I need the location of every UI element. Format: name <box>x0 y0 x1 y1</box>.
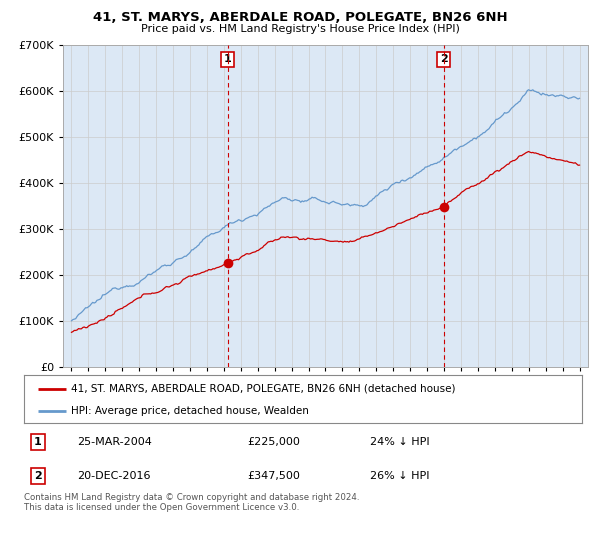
Text: 2: 2 <box>34 471 42 481</box>
Text: 41, ST. MARYS, ABERDALE ROAD, POLEGATE, BN26 6NH: 41, ST. MARYS, ABERDALE ROAD, POLEGATE, … <box>92 11 508 24</box>
Text: £225,000: £225,000 <box>247 437 300 447</box>
Text: 2: 2 <box>440 54 448 64</box>
Text: 41, ST. MARYS, ABERDALE ROAD, POLEGATE, BN26 6NH (detached house): 41, ST. MARYS, ABERDALE ROAD, POLEGATE, … <box>71 384 456 394</box>
Text: 24% ↓ HPI: 24% ↓ HPI <box>370 437 430 447</box>
Text: 1: 1 <box>224 54 232 64</box>
Text: Price paid vs. HM Land Registry's House Price Index (HPI): Price paid vs. HM Land Registry's House … <box>140 24 460 34</box>
Text: 26% ↓ HPI: 26% ↓ HPI <box>370 471 430 481</box>
Text: 1: 1 <box>34 437 42 447</box>
Text: HPI: Average price, detached house, Wealden: HPI: Average price, detached house, Weal… <box>71 406 310 416</box>
Text: 25-MAR-2004: 25-MAR-2004 <box>77 437 152 447</box>
Text: 20-DEC-2016: 20-DEC-2016 <box>77 471 151 481</box>
Text: Contains HM Land Registry data © Crown copyright and database right 2024.
This d: Contains HM Land Registry data © Crown c… <box>24 493 359 512</box>
Text: £347,500: £347,500 <box>247 471 300 481</box>
